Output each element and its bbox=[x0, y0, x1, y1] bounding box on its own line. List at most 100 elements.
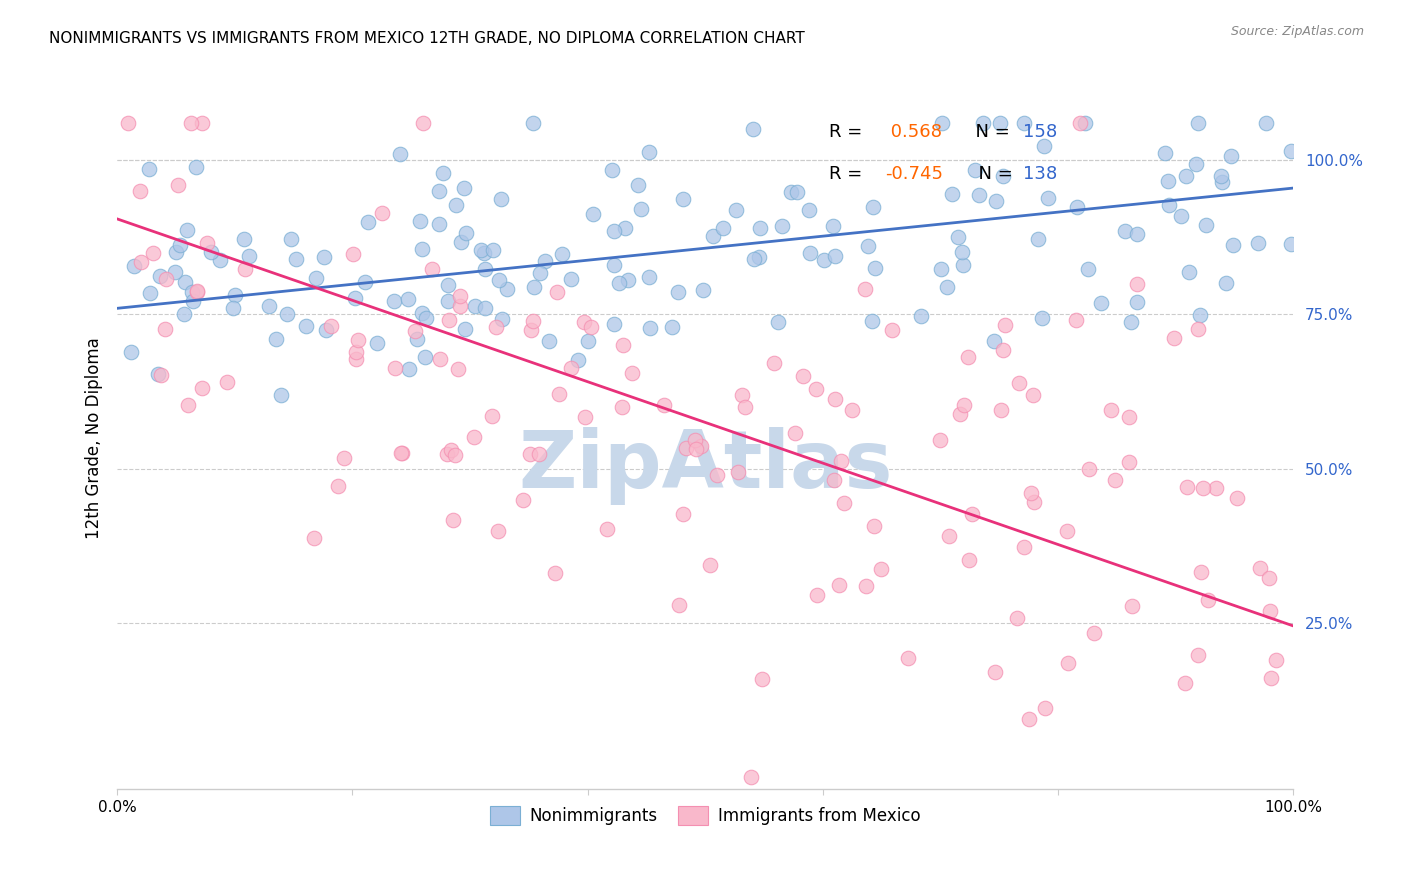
Point bbox=[342, 247, 364, 261]
Point bbox=[222, 301, 245, 315]
Point bbox=[990, 402, 1012, 417]
Point bbox=[366, 336, 388, 351]
Point bbox=[404, 324, 426, 338]
Point bbox=[519, 447, 541, 461]
Point bbox=[1031, 311, 1053, 326]
Point bbox=[184, 160, 207, 174]
Point bbox=[991, 343, 1014, 357]
Point bbox=[792, 369, 814, 384]
Point bbox=[382, 294, 405, 309]
Point bbox=[463, 430, 485, 444]
Point bbox=[302, 531, 325, 545]
Point bbox=[173, 276, 195, 290]
Point bbox=[1187, 322, 1209, 336]
Point bbox=[863, 260, 886, 275]
Point bbox=[489, 193, 512, 207]
Point bbox=[389, 445, 412, 459]
Point bbox=[486, 524, 509, 538]
Point bbox=[862, 200, 884, 214]
Point bbox=[120, 344, 142, 359]
Point bbox=[165, 244, 187, 259]
Point bbox=[412, 116, 434, 130]
Point bbox=[450, 235, 472, 249]
Point bbox=[931, 116, 953, 130]
Point bbox=[153, 322, 176, 336]
Point bbox=[675, 442, 697, 456]
Point bbox=[454, 226, 477, 240]
Point bbox=[1222, 238, 1244, 252]
Point bbox=[762, 356, 785, 370]
Point bbox=[437, 313, 460, 327]
Point bbox=[582, 207, 605, 221]
Point bbox=[806, 588, 828, 602]
Point bbox=[440, 443, 463, 458]
Point bbox=[224, 288, 246, 302]
Point bbox=[1170, 209, 1192, 223]
Point bbox=[772, 219, 794, 233]
Point bbox=[994, 318, 1017, 332]
Point bbox=[832, 496, 855, 510]
Point bbox=[449, 289, 471, 303]
Point bbox=[828, 578, 851, 592]
Point bbox=[766, 315, 789, 329]
Point bbox=[603, 317, 626, 331]
Point bbox=[1163, 331, 1185, 345]
Point bbox=[176, 223, 198, 237]
Point bbox=[149, 268, 172, 283]
Point bbox=[576, 334, 599, 348]
Point bbox=[357, 215, 380, 229]
Point bbox=[344, 352, 367, 367]
Point bbox=[1188, 308, 1211, 322]
Point bbox=[1066, 200, 1088, 214]
Point bbox=[454, 322, 477, 336]
Point bbox=[690, 439, 713, 453]
Point bbox=[1078, 462, 1101, 476]
Point bbox=[882, 323, 904, 337]
Point bbox=[614, 221, 637, 235]
Point bbox=[742, 121, 765, 136]
Point bbox=[740, 770, 762, 784]
Point bbox=[1018, 712, 1040, 726]
Point bbox=[1126, 295, 1149, 310]
Point bbox=[436, 277, 458, 292]
Point bbox=[603, 258, 626, 272]
Point bbox=[711, 221, 734, 235]
Point bbox=[574, 409, 596, 424]
Point bbox=[692, 283, 714, 297]
Point bbox=[972, 116, 994, 130]
Point bbox=[1281, 144, 1303, 158]
Point bbox=[1032, 138, 1054, 153]
Point bbox=[1260, 671, 1282, 685]
Point bbox=[354, 275, 377, 289]
Point bbox=[129, 255, 152, 269]
Point bbox=[1197, 592, 1219, 607]
Point bbox=[602, 224, 624, 238]
Point bbox=[191, 116, 214, 130]
Point bbox=[1215, 276, 1237, 290]
Point bbox=[652, 398, 675, 412]
Point bbox=[744, 252, 766, 266]
Point bbox=[1175, 169, 1198, 183]
Text: R =: R = bbox=[828, 165, 868, 183]
Point bbox=[1279, 236, 1302, 251]
Point bbox=[1026, 232, 1049, 246]
Point bbox=[522, 116, 544, 130]
Point bbox=[935, 280, 957, 294]
Point bbox=[1083, 626, 1105, 640]
Point bbox=[1211, 175, 1233, 189]
Point bbox=[1254, 116, 1277, 130]
Point bbox=[527, 447, 550, 461]
Point bbox=[638, 145, 661, 160]
Point bbox=[294, 318, 316, 333]
Point bbox=[560, 360, 582, 375]
Point bbox=[1035, 701, 1057, 715]
Point bbox=[186, 284, 208, 298]
Point bbox=[398, 361, 420, 376]
Point bbox=[474, 261, 496, 276]
Point bbox=[181, 293, 204, 308]
Point bbox=[129, 184, 152, 198]
Point bbox=[1125, 227, 1147, 242]
Point bbox=[537, 334, 560, 349]
Point bbox=[1226, 491, 1249, 505]
Point bbox=[1069, 116, 1091, 130]
